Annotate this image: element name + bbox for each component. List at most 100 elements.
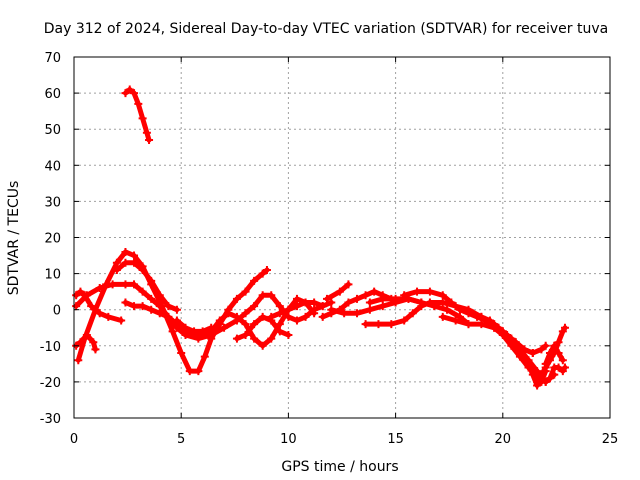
data-point	[524, 359, 533, 368]
data-point	[310, 309, 319, 318]
data-point	[147, 305, 156, 314]
data-point	[215, 316, 224, 325]
data-point	[138, 114, 147, 123]
data-point	[318, 302, 327, 311]
data-point	[292, 302, 301, 311]
data-point	[365, 298, 374, 307]
data-point	[550, 341, 559, 350]
data-point	[528, 349, 537, 358]
chart-title: Day 312 of 2024, Sidereal Day-to-day VTE…	[44, 21, 608, 37]
data-point	[198, 327, 207, 336]
data-point	[558, 356, 567, 365]
data-point	[121, 280, 130, 289]
data-point	[164, 312, 173, 321]
data-point	[498, 327, 507, 336]
data-point	[258, 312, 267, 321]
data-point	[164, 302, 173, 311]
data-point	[241, 309, 250, 318]
data-point	[241, 320, 250, 329]
data-point	[134, 99, 143, 108]
x-axis-ticks: 0 5 10 15 20 25	[70, 57, 618, 447]
data-point	[413, 287, 422, 296]
data-point	[485, 316, 494, 325]
data-point	[121, 247, 130, 256]
data-point	[301, 312, 310, 321]
data-point	[232, 312, 241, 321]
data-point	[541, 341, 550, 350]
data-point	[344, 280, 353, 289]
series-arc-22	[537, 363, 569, 386]
data-point	[125, 85, 134, 94]
data-point	[374, 320, 383, 329]
data-point	[224, 309, 233, 318]
data-point	[172, 316, 181, 325]
y-axis-ticks: -30 -20 -10 0 10 20 30 40 50 60 70	[40, 51, 610, 427]
data-point	[554, 349, 563, 358]
data-point	[82, 291, 91, 300]
series-arc-1	[121, 85, 154, 145]
data-point	[361, 291, 370, 300]
data-point	[168, 327, 177, 336]
data-point	[391, 294, 400, 303]
data-point	[220, 323, 229, 332]
data-point	[443, 305, 452, 314]
data-point	[112, 265, 121, 274]
data-point	[560, 323, 569, 332]
data-point	[344, 298, 353, 307]
data-point	[95, 284, 104, 293]
data-point	[533, 377, 542, 386]
data-point	[533, 367, 542, 376]
data-point	[267, 334, 276, 343]
y-tick-label: 60	[44, 87, 61, 102]
data-point	[554, 338, 563, 347]
data-point	[147, 276, 156, 285]
y-tick-label: -10	[40, 340, 61, 355]
data-point	[130, 89, 139, 98]
data-point	[340, 309, 349, 318]
data-point	[200, 352, 209, 361]
data-point	[511, 338, 520, 347]
data-point	[130, 302, 139, 311]
series-arc-8	[172, 316, 216, 336]
data-point	[490, 320, 499, 329]
data-point	[425, 298, 434, 307]
data-point	[181, 323, 190, 332]
data-point	[520, 345, 529, 354]
data-point	[378, 302, 387, 311]
data-point	[541, 377, 550, 386]
data-point	[400, 316, 409, 325]
data-point	[250, 334, 259, 343]
series-arc-12	[322, 280, 353, 303]
data-point	[130, 258, 139, 267]
data-point	[87, 302, 96, 311]
data-point	[310, 298, 319, 307]
series-arc-6	[112, 258, 181, 314]
data-point	[155, 309, 164, 318]
data-point	[232, 334, 241, 343]
data-point	[155, 302, 164, 311]
x-tick-label: 5	[177, 432, 185, 447]
data-point	[80, 334, 89, 343]
data-point	[241, 287, 250, 296]
data-point	[545, 374, 554, 383]
data-point	[130, 251, 139, 260]
x-axis-label: GPS time / hours	[281, 459, 398, 475]
data-point	[138, 265, 147, 274]
data-point	[145, 136, 154, 145]
data-point	[301, 298, 310, 307]
data-point	[327, 305, 336, 314]
data-point	[91, 345, 100, 354]
y-tick-label: 30	[44, 195, 61, 210]
x-tick-label: 15	[387, 432, 404, 447]
data-point	[190, 327, 199, 336]
data-point	[250, 276, 259, 285]
series-arc-4	[74, 247, 271, 376]
data-point	[537, 374, 546, 383]
data-point	[72, 291, 81, 300]
data-point	[425, 287, 434, 296]
data-point	[258, 269, 267, 278]
data-point	[378, 294, 387, 303]
data-point	[91, 305, 100, 314]
data-point	[95, 309, 104, 318]
data-point	[284, 330, 293, 339]
